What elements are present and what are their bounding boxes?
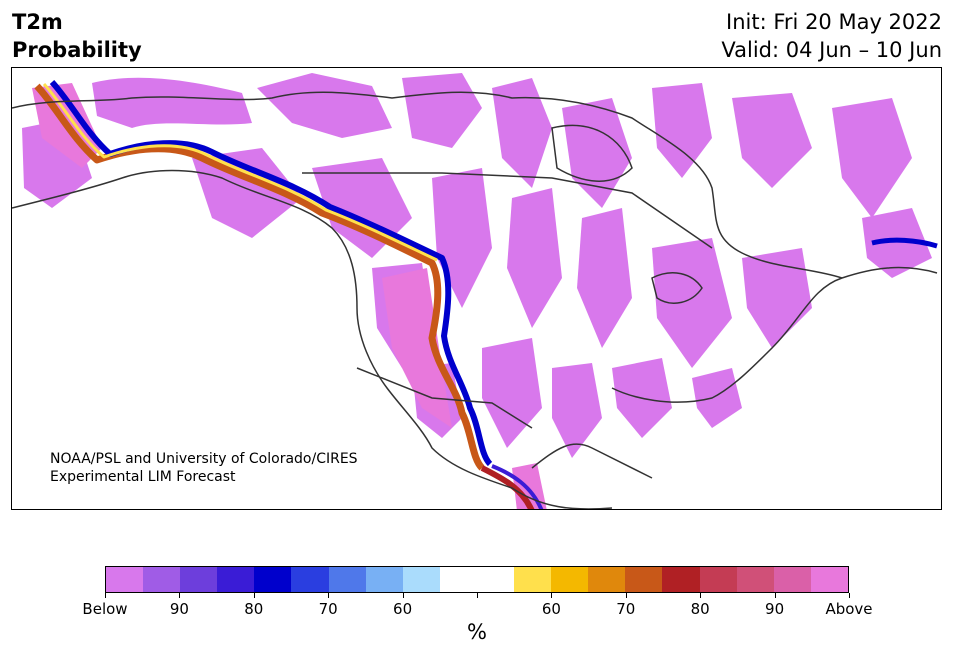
colorbar-segment [625, 567, 663, 592]
colorbar-tick [551, 593, 553, 598]
init-date: Init: Fri 20 May 2022 [726, 10, 942, 34]
us-mexico-border [356, 367, 533, 429]
colorbar-segment [773, 567, 811, 592]
us-canada-border [302, 172, 713, 249]
colorbar-tick [700, 593, 702, 598]
colorbar-segment [736, 567, 774, 592]
credit-line-2: Experimental LIM Forecast [50, 469, 236, 485]
colorbar-segment [588, 567, 626, 592]
north-america-coastline [12, 91, 938, 509]
field-patch [192, 148, 302, 238]
colorbar-segment [328, 567, 366, 592]
field-patch [492, 78, 552, 188]
field-patch [257, 73, 392, 138]
credit-line-1: NOAA/PSL and University of Colorado/CIRE… [50, 451, 358, 467]
colorbar-segment [662, 567, 700, 592]
colorbar-segment [143, 567, 181, 592]
below-normal-probability-field [22, 73, 932, 458]
probability-map [12, 73, 938, 509]
sharp-gradient-bands [34, 79, 938, 509]
field-patch [552, 363, 602, 458]
date-info: Init: Fri 20 May 2022 Valid: 04 Jun – 10… [721, 8, 942, 64]
data-credit: NOAA/PSL and University of Colorado/CIRE… [50, 450, 358, 486]
colorbar-segment [291, 567, 329, 592]
colorbar-tick-label: 90 [169, 600, 189, 618]
colorbar-tick-label: 70 [318, 600, 338, 618]
colorbar-tick-label: 70 [616, 600, 636, 618]
field-patch [692, 368, 742, 428]
colorbar-tick [328, 593, 330, 598]
probability-colorbar [105, 566, 849, 593]
colorbar-tick [105, 593, 106, 598]
colorbar-segment [514, 567, 552, 592]
field-patch [577, 208, 632, 348]
colorbar-tick-label: 60 [393, 600, 413, 618]
colorbar-tick-label: 60 [541, 600, 561, 618]
colorbar-tick [253, 593, 255, 598]
colorbar-tick [179, 593, 181, 598]
product-label: Probability [12, 38, 142, 62]
coastline-and-borders [12, 91, 938, 509]
map-panel[interactable]: NOAA/PSL and University of Colorado/CIRE… [11, 67, 942, 510]
field-patch [382, 268, 452, 428]
mexico-gradient-band [480, 465, 535, 509]
field-patch [652, 238, 732, 368]
colorbar-segment [551, 567, 589, 592]
colorbar-segment [402, 567, 440, 592]
colorbar-tick-label: Above [825, 600, 873, 618]
field-patch [652, 83, 712, 178]
field-patch [402, 73, 482, 148]
colorbar-tick-label: 80 [690, 600, 710, 618]
great-lakes [651, 272, 703, 304]
colorbar-segment [365, 567, 403, 592]
colorbar-tick [625, 593, 627, 598]
colorbar-segment [106, 567, 144, 592]
mexico-cold-band [491, 464, 544, 509]
colorbar-tick-label: 80 [244, 600, 264, 618]
hudson-bay [551, 124, 633, 182]
colorbar-tick-label: Below [82, 600, 128, 618]
colorbar-tick [402, 593, 404, 598]
colorbar-tick [849, 593, 850, 598]
colorbar-segment [439, 567, 477, 592]
field-patch [832, 98, 912, 218]
colorbar-segment [810, 567, 848, 592]
colorbar-segment [254, 567, 292, 592]
variable-label: T2m [12, 10, 63, 34]
field-patch [742, 248, 812, 348]
colorbar-tick [477, 593, 478, 598]
valid-range: Valid: 04 Jun – 10 Jun [721, 38, 942, 62]
yellow-gradient-band [42, 82, 438, 262]
colorbar-segment [476, 567, 515, 592]
colorbar-segment [217, 567, 255, 592]
colorbar-tick-label: 90 [765, 600, 785, 618]
map-title: T2m Probability [12, 8, 142, 64]
field-patch [92, 77, 252, 128]
colorbar-tick [774, 593, 776, 598]
colorbar-unit: % [467, 620, 487, 644]
colorbar-segment [699, 567, 737, 592]
field-patch [507, 188, 562, 328]
field-patch [862, 208, 932, 278]
field-patch [732, 93, 812, 188]
field-patch [482, 338, 542, 448]
newfoundland-band [871, 237, 938, 249]
colorbar-segment [180, 567, 218, 592]
